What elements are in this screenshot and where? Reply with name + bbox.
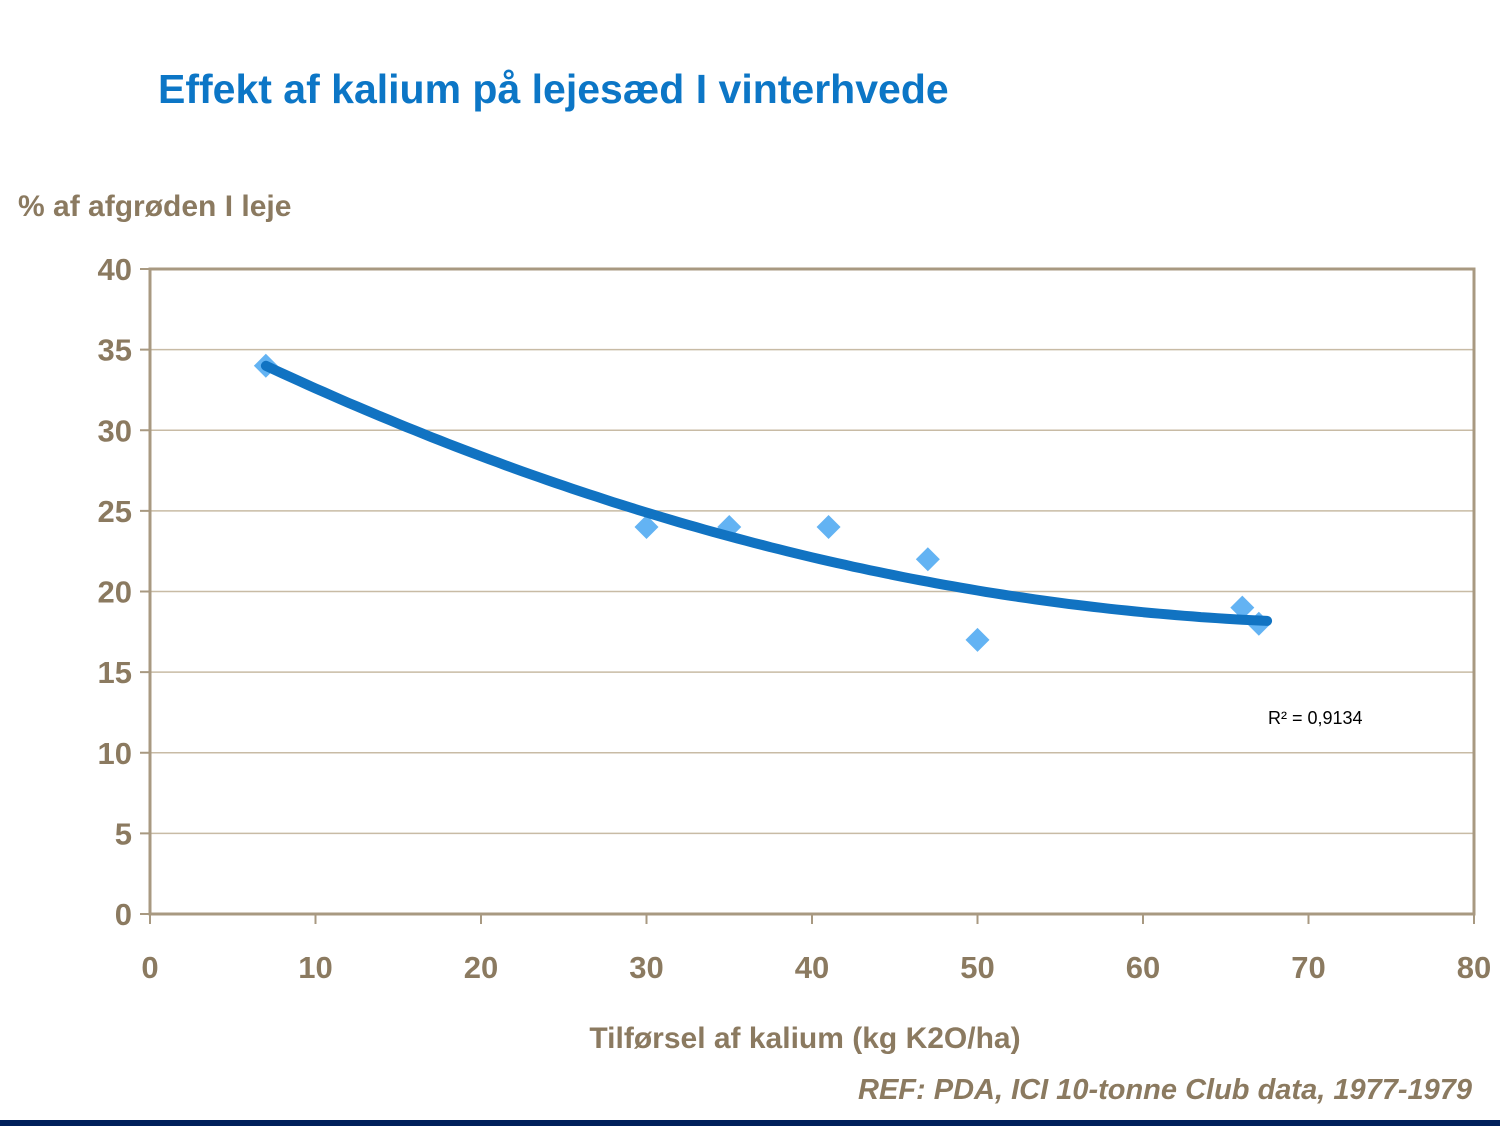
- data-point: [965, 627, 990, 652]
- reference-note: REF: PDA, ICI 10-tonne Club data, 1977-1…: [858, 1074, 1472, 1106]
- trendline: [260, 360, 1273, 626]
- chart-title: Effekt af kalium på lejesæd I vinterhved…: [158, 66, 949, 112]
- x-tick-label: 0: [141, 950, 158, 985]
- x-tick-label: 70: [1291, 950, 1325, 985]
- x-tick-label: 10: [298, 950, 332, 985]
- y-tick-label: 35: [98, 333, 132, 368]
- x-axis-title: Tilførsel af kalium (kg K2O/ha): [589, 1022, 1021, 1055]
- x-tick-label: 20: [464, 950, 498, 985]
- y-tick-label: 15: [98, 655, 132, 690]
- bottom-divider-bar: [0, 1120, 1500, 1126]
- data-point: [915, 547, 940, 572]
- data-point: [816, 515, 841, 539]
- x-tick-label: 50: [960, 950, 994, 985]
- x-tick-label: 40: [795, 950, 829, 985]
- y-tick-label: 10: [98, 736, 132, 771]
- x-tick-label: 80: [1457, 950, 1491, 985]
- y-tick-label: 20: [98, 575, 132, 610]
- y-axis-title: % af afgrøden I leje: [18, 190, 292, 223]
- data-point: [634, 515, 659, 539]
- y-tick-label: 25: [98, 494, 132, 529]
- data-point: [1230, 595, 1255, 620]
- r-squared-label: R² = 0,9134: [1268, 708, 1363, 728]
- y-tick-label: 0: [115, 897, 132, 932]
- x-tick-label: 30: [629, 950, 663, 985]
- x-tick-label: 60: [1126, 950, 1160, 985]
- y-tick-label: 30: [98, 413, 132, 448]
- y-tick-label: 5: [115, 816, 132, 851]
- y-tick-label: 40: [98, 252, 132, 287]
